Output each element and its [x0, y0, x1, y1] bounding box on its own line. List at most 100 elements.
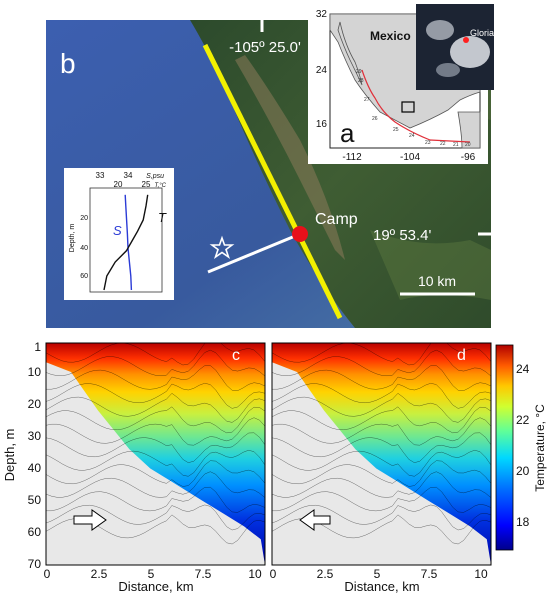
temperature-profile-line: [103, 194, 149, 291]
isotherm-line: [46, 349, 265, 377]
study-area-box: [401, 101, 415, 113]
track-number: 21: [453, 142, 459, 148]
profile-y-axis-label: Depth, m: [69, 224, 76, 253]
camp-label: Camp: [315, 211, 358, 228]
isotherm-line: [46, 460, 265, 487]
track-number: 20: [465, 142, 471, 148]
t-tick-label: 20: [114, 180, 123, 189]
temperature-colorbar: 24 22 20 18 Temperature, °C: [495, 344, 547, 551]
y-tick-label: 40: [28, 461, 42, 475]
baja-peninsula: [337, 21, 363, 86]
y-tick-label: 30: [28, 429, 42, 443]
colorbar-tick-label: 18: [516, 515, 530, 529]
panel-label-c: c: [232, 347, 240, 364]
isotherm-line: [46, 365, 265, 391]
panel-label-b: b: [60, 48, 76, 79]
x-tick-label: -112: [342, 152, 362, 163]
camp-marker: [292, 226, 308, 242]
isotherm-line: [46, 417, 265, 446]
isotherm-line: [46, 504, 265, 531]
storm-track: [361, 69, 471, 143]
track-number: 24: [409, 133, 415, 139]
t-curve-label: T: [158, 210, 167, 225]
s-tick-label: 34: [124, 171, 133, 180]
isotherm-line: [272, 417, 491, 446]
section-panel-d: d: [271, 342, 492, 566]
section-panel-c: c: [45, 342, 266, 566]
isotherm-line: [272, 343, 491, 366]
isotherm-line: [272, 406, 491, 434]
isotherm-line: [272, 365, 491, 391]
temperature-field-c: [46, 343, 265, 565]
section-d-x-ticks: 0 2.5 5 7.5 10: [270, 567, 488, 581]
track-number: 25: [393, 127, 399, 133]
isotherm-line: [46, 471, 265, 498]
isotherm-line: [272, 449, 491, 477]
latitude-label: 19º 53.4': [373, 227, 432, 244]
y-tick-label: 1: [34, 340, 41, 354]
gloria-location-dot: [463, 37, 469, 43]
profile-axes-frame: [89, 187, 163, 293]
salinity-unit-label: S,psu: [146, 173, 164, 180]
t-tick-label: 25: [142, 180, 151, 189]
isotherms-d: [272, 343, 491, 545]
colorbar-tick-label: 20: [516, 464, 530, 478]
track-number: 28: [358, 78, 364, 84]
section-y-ticks: 1 10 20 30 40 50 60 70: [28, 340, 42, 571]
colorbar-scale: [495, 344, 514, 551]
x-tick-label: 7.5: [195, 567, 212, 581]
storm-satellite-image: Gloria: [416, 4, 494, 90]
colorbar-tick-label: 24: [516, 362, 530, 376]
x-tick-label: 2.5: [91, 567, 108, 581]
isotherm-line: [272, 349, 491, 377]
section-d-frame: [271, 342, 492, 566]
inland-patch-south: [370, 230, 491, 300]
track-day-numbers: 29 28 27 26 25 24 23 22 21 20: [356, 69, 471, 148]
y-tick-label: 16: [316, 119, 328, 130]
isotherm-line: [46, 486, 265, 513]
salinity-axis-ticks: 33 34: [96, 171, 133, 180]
x-tick-label: 5: [374, 567, 381, 581]
track-number: 23: [425, 140, 431, 146]
s-curve-label: S: [113, 223, 122, 238]
isotherm-line: [46, 382, 265, 409]
x-tick-label: 10: [248, 567, 262, 581]
central-america-landmass: [457, 111, 481, 149]
y-tick-label: 32: [316, 9, 328, 20]
isotherm-line: [272, 504, 491, 531]
track-number: 26: [372, 116, 378, 122]
y-tick-label: 10: [28, 365, 42, 379]
section-d-field: [272, 343, 491, 565]
salinity-profile-line: [124, 194, 133, 291]
hurricane-clouds: [450, 36, 490, 68]
y-tick-label: 24: [316, 65, 328, 76]
cloud-band: [426, 20, 454, 40]
track-number: 27: [364, 97, 370, 103]
y-tick-label: 60: [28, 525, 42, 539]
isotherm-line: [272, 486, 491, 513]
x-tick-label: 0: [44, 567, 51, 581]
depth-tick-label: 20: [80, 215, 88, 222]
section-c-x-axis-label: Distance, km: [118, 579, 193, 594]
y-tick-label: 50: [28, 493, 42, 507]
panel-label-d: d: [457, 347, 466, 364]
direction-arrow-right: [73, 509, 107, 531]
inset-a-y-ticks: 32 24 16: [316, 9, 328, 130]
colorbar-ticks: 24 22 20 18: [516, 362, 530, 529]
temperature-axis-ticks: 20 25: [114, 180, 151, 189]
coastline-highlight: [202, 43, 343, 320]
depth-tick-label: 60: [80, 273, 88, 280]
track-number: 22: [440, 141, 446, 147]
profile-depth-ticks: 20 40 60: [80, 215, 88, 280]
y-tick-label: 20: [28, 397, 42, 411]
track-number: 29: [356, 69, 362, 75]
isotherm-line: [272, 392, 491, 423]
isotherm-line: [272, 432, 491, 463]
longitude-label: -105º 25.0': [229, 39, 301, 56]
isotherm-line: [272, 382, 491, 409]
isotherm-line: [272, 471, 491, 498]
x-tick-label: 0: [270, 567, 277, 581]
y-tick-label: 70: [28, 557, 42, 571]
x-tick-label: 2.5: [317, 567, 334, 581]
